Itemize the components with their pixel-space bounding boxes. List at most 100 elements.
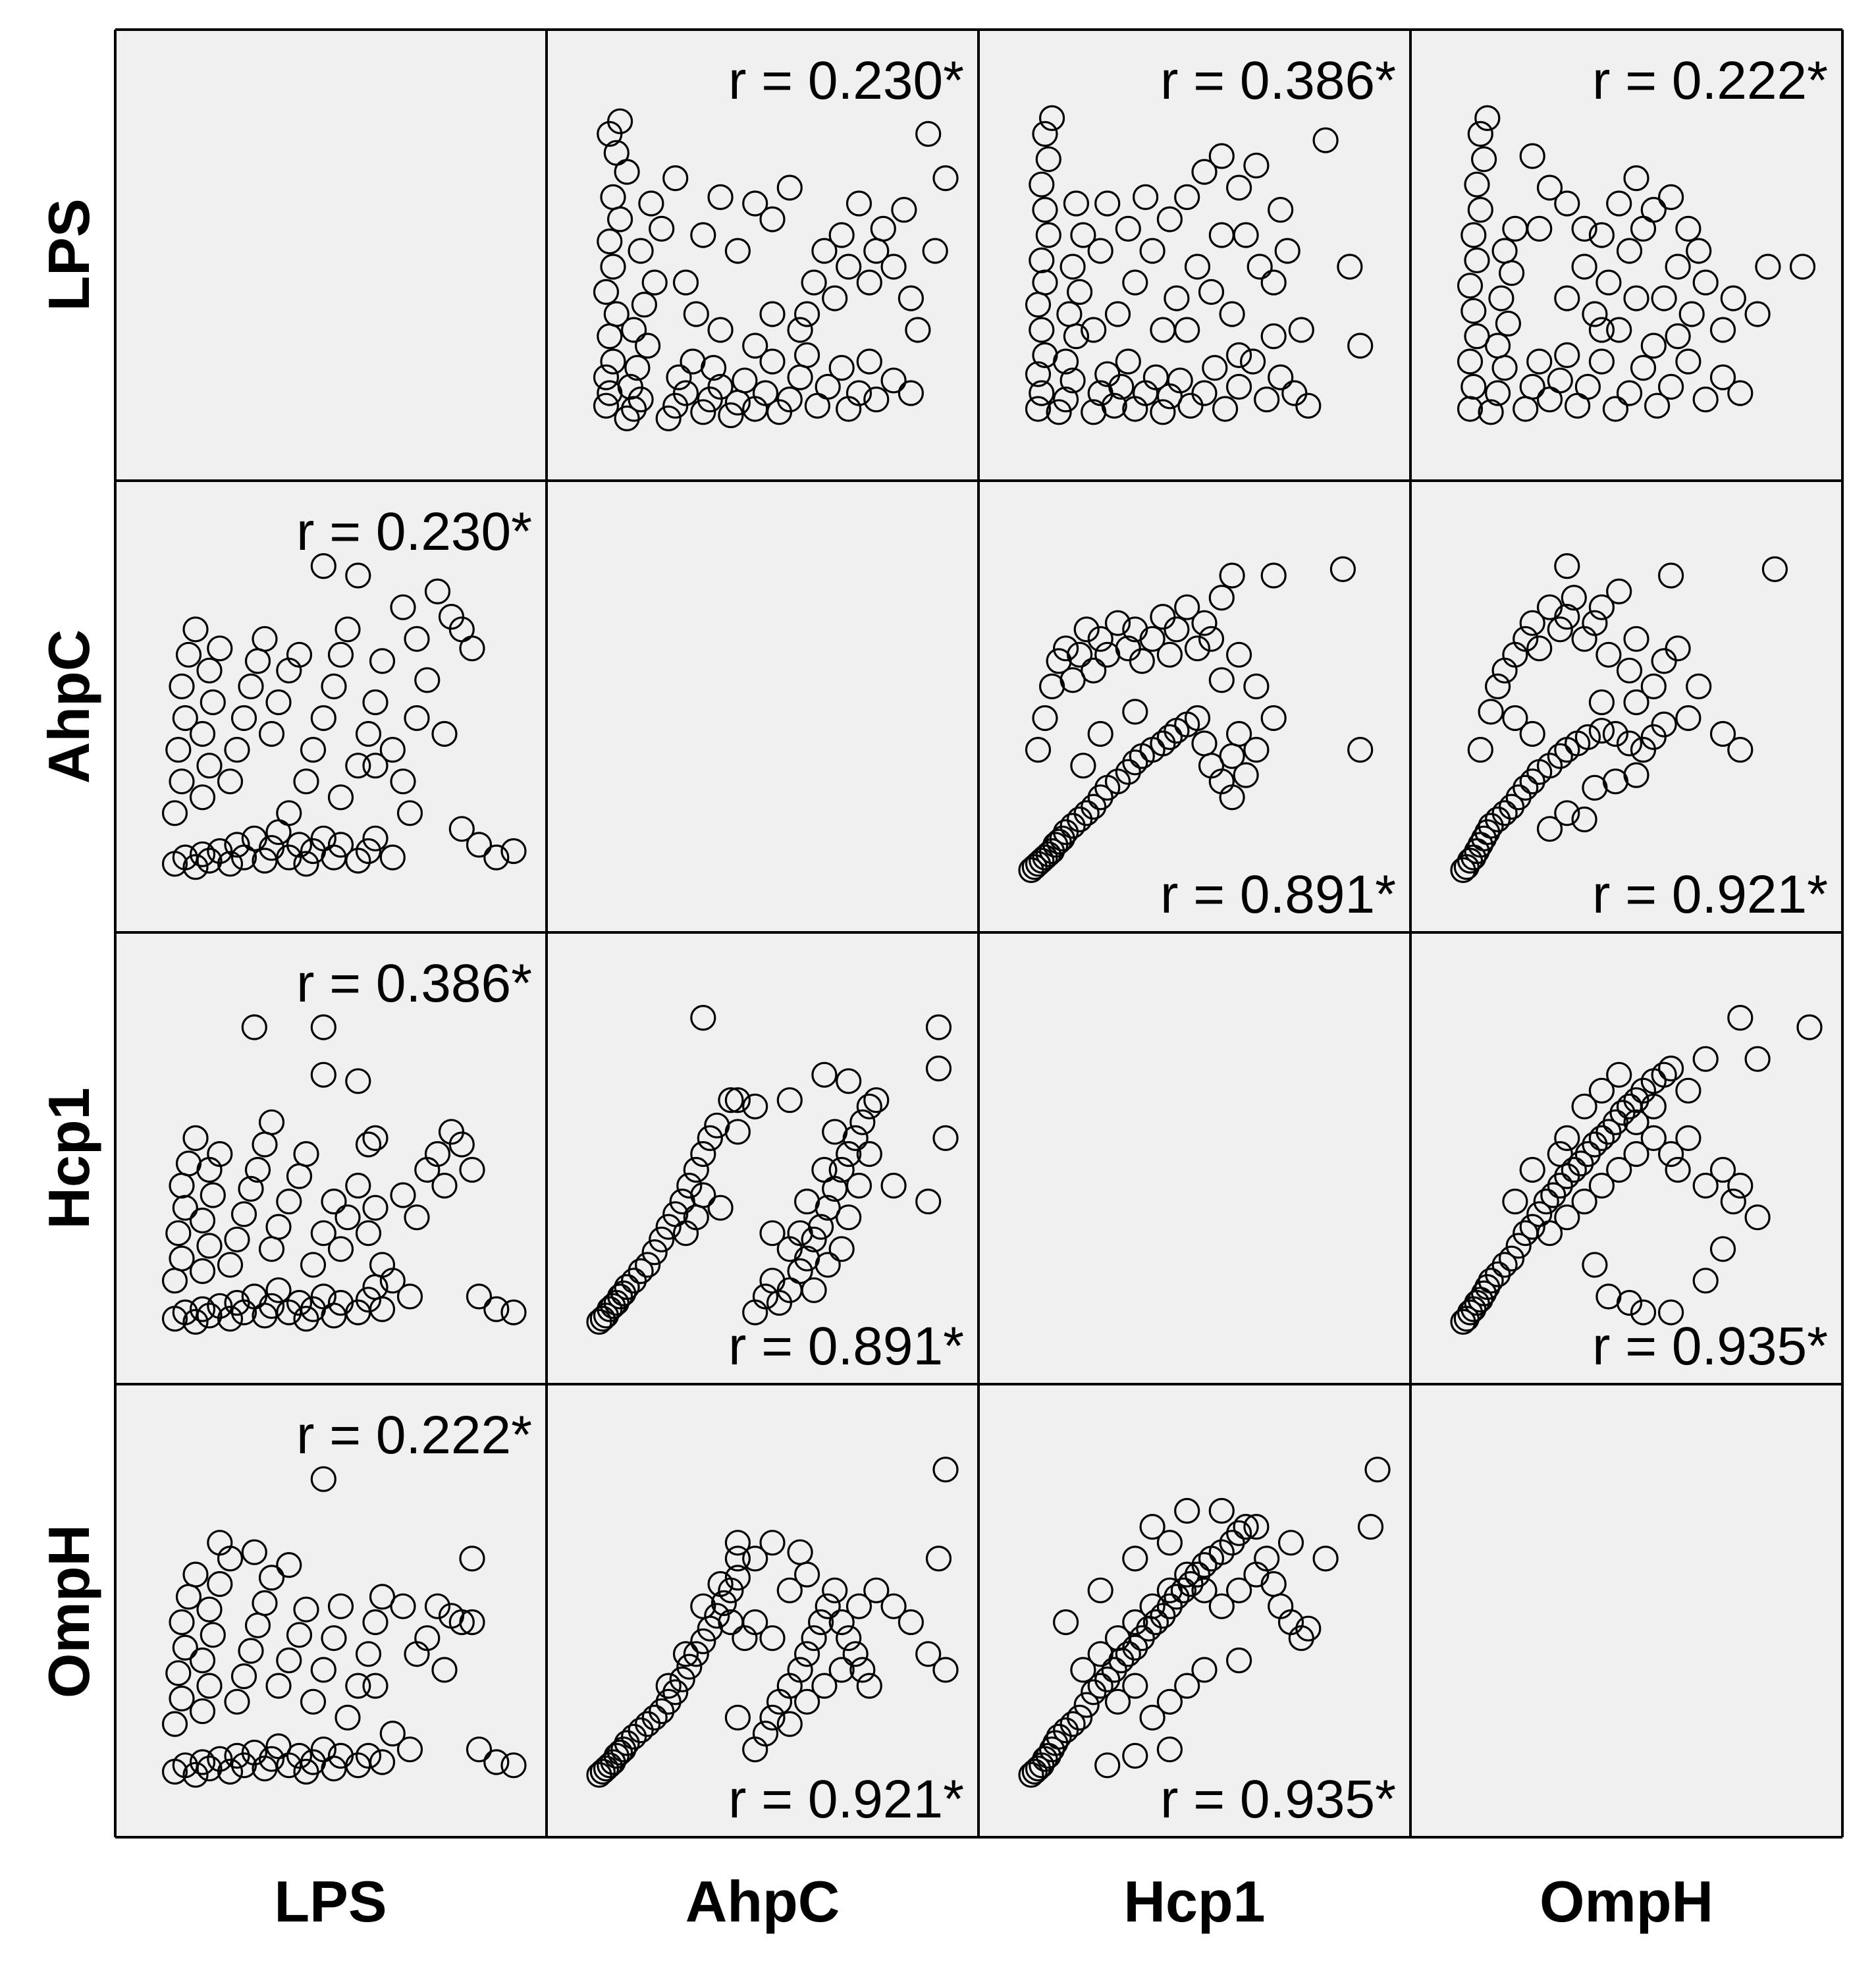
point-lps-hcp1-72 xyxy=(1132,184,1159,210)
point-lps-hcp1-43 xyxy=(1268,364,1294,390)
point-lps-omph-32 xyxy=(1616,380,1643,406)
point-ahpc-lps-68 xyxy=(466,832,493,858)
point-ahpc-omph-23 xyxy=(1616,730,1643,757)
point-ahpc-lps-38 xyxy=(224,736,250,763)
r-label-hcp1-ahpc: r = 0.891* xyxy=(728,1316,964,1376)
point-hcp1-omph-18 xyxy=(1547,1172,1573,1199)
point-omph-hcp1-10 xyxy=(1059,1711,1086,1737)
point-omph-lps-38 xyxy=(230,1663,257,1690)
col-label-omph: OmpH xyxy=(1540,1869,1713,1934)
point-lps-hcp1-75 xyxy=(1260,323,1287,350)
point-ahpc-lps-59 xyxy=(396,800,423,826)
point-omph-hcp1-25 xyxy=(1164,1584,1190,1610)
point-hcp1-omph-47 xyxy=(1727,1172,1754,1199)
point-hcp1-omph-48 xyxy=(1744,1204,1771,1231)
point-hcp1-omph-56 xyxy=(1640,1093,1667,1119)
point-lps-hcp1-66 xyxy=(1094,190,1121,217)
point-ahpc-hcp1-19 xyxy=(1122,749,1148,776)
point-omph-lps-33 xyxy=(200,1622,226,1648)
point-omph-hcp1-61 xyxy=(1139,1514,1166,1540)
point-lps-ahpc-18 xyxy=(617,373,643,400)
point-ahpc-lps-53 xyxy=(345,753,371,779)
point-ahpc-lps-14 xyxy=(286,832,313,858)
point-ahpc-lps-50 xyxy=(321,673,347,700)
point-omph-lps-35 xyxy=(207,1571,233,1598)
point-omph-lps-32 xyxy=(189,1647,216,1674)
point-ahpc-lps-4 xyxy=(196,847,223,874)
point-hcp1-omph-54 xyxy=(1606,1061,1632,1088)
point-hcp1-lps-57 xyxy=(379,1268,406,1294)
point-ahpc-omph-59 xyxy=(1675,705,1702,732)
point-hcp1-ahpc-60 xyxy=(776,1087,803,1114)
point-ahpc-lps-57 xyxy=(379,736,406,763)
point-omph-hcp1-45 xyxy=(1254,1545,1280,1572)
point-ahpc-hcp1-23 xyxy=(1156,724,1183,751)
point-omph-lps-4 xyxy=(196,1756,223,1782)
point-hcp1-omph-64 xyxy=(1727,1004,1754,1031)
point-ahpc-lps-21 xyxy=(355,838,382,865)
point-ahpc-hcp1-18 xyxy=(1115,759,1141,785)
point-lps-hcp1-62 xyxy=(1260,269,1287,296)
point-omph-hcp1-36 xyxy=(1104,1625,1131,1652)
point-lps-omph-16 xyxy=(1485,333,1511,359)
r-label-omph-ahpc: r = 0.921* xyxy=(728,1769,964,1829)
point-hcp1-lps-49 xyxy=(310,1220,336,1247)
point-hcp1-ahpc-18 xyxy=(683,1156,709,1183)
point-ahpc-lps-37 xyxy=(217,768,244,795)
point-lps-ahpc-73 xyxy=(742,190,768,217)
point-ahpc-lps-34 xyxy=(200,689,226,716)
point-lps-omph-70 xyxy=(1623,285,1649,311)
point-lps-omph-39 xyxy=(1727,380,1754,406)
point-hcp1-lps-60 xyxy=(424,1141,451,1168)
point-lps-ahpc-6 xyxy=(593,279,620,305)
r-label-hcp1-omph: r = 0.935* xyxy=(1592,1316,1828,1376)
point-hcp1-ahpc-59 xyxy=(742,1093,768,1119)
point-ahpc-lps-29 xyxy=(175,641,202,668)
point-hcp1-omph-43 xyxy=(1675,1125,1702,1152)
point-hcp1-lps-15 xyxy=(293,1305,319,1332)
point-hcp1-omph-39 xyxy=(1623,1141,1649,1168)
point-ahpc-lps-23 xyxy=(379,844,406,871)
point-ahpc-omph-11 xyxy=(1499,793,1525,820)
point-ahpc-lps-69 xyxy=(483,844,510,871)
point-hcp1-omph-38 xyxy=(1606,1156,1632,1183)
point-omph-ahpc-26 xyxy=(690,1593,716,1619)
point-omph-hcp1-63 xyxy=(1174,1497,1200,1524)
point-omph-lps-67 xyxy=(500,1752,527,1779)
point-hcp1-lps-73 xyxy=(241,1014,267,1040)
point-ahpc-hcp1-67 xyxy=(1070,753,1096,779)
point-omph-lps-23 xyxy=(161,1711,188,1737)
point-omph-hcp1-69 xyxy=(1122,1742,1148,1769)
point-hcp1-omph-53 xyxy=(1588,1077,1615,1104)
point-omph-ahpc-57 xyxy=(915,1641,942,1667)
point-hcp1-ahpc-51 xyxy=(776,1236,803,1262)
point-lps-hcp1-11 xyxy=(1035,146,1061,173)
point-omph-hcp1-39 xyxy=(1156,1577,1183,1603)
point-omph-hcp1-64 xyxy=(1208,1497,1235,1524)
point-lps-ahpc-62 xyxy=(856,269,882,296)
point-omph-lps-61 xyxy=(431,1657,458,1683)
point-omph-hcp1-49 xyxy=(1288,1625,1314,1652)
point-ahpc-hcp1-53 xyxy=(1164,616,1190,643)
point-ahpc-lps-36 xyxy=(207,635,233,662)
point-lps-ahpc-10 xyxy=(600,184,626,210)
point-omph-lps-42 xyxy=(258,1565,285,1591)
point-omph-lps-37 xyxy=(224,1688,250,1715)
point-omph-hcp1-35 xyxy=(1087,1641,1113,1667)
point-hcp1-ahpc-40 xyxy=(836,1141,862,1168)
point-lps-omph-35 xyxy=(1658,373,1684,400)
point-lps-ahpc-25 xyxy=(649,215,675,242)
series-ahpc-vs-hcp1 xyxy=(1018,556,1374,884)
point-omph-ahpc-67 xyxy=(925,1545,952,1572)
point-omph-hcp1-6 xyxy=(1038,1736,1065,1763)
point-hcp1-ahpc-29 xyxy=(752,1283,779,1310)
point-lps-hcp1-52 xyxy=(1208,143,1235,169)
point-lps-omph-64 xyxy=(1755,254,1781,280)
point-lps-ahpc-75 xyxy=(776,175,803,201)
point-omph-ahpc-49 xyxy=(793,1688,820,1715)
point-ahpc-hcp1-33 xyxy=(1243,736,1270,763)
point-lps-ahpc-20 xyxy=(634,333,661,359)
row-labels: LPS AhpC Hcp1 OmpH xyxy=(36,198,101,1698)
point-omph-ahpc-19 xyxy=(690,1628,716,1655)
cell-ahpc-ahpc xyxy=(547,481,978,932)
